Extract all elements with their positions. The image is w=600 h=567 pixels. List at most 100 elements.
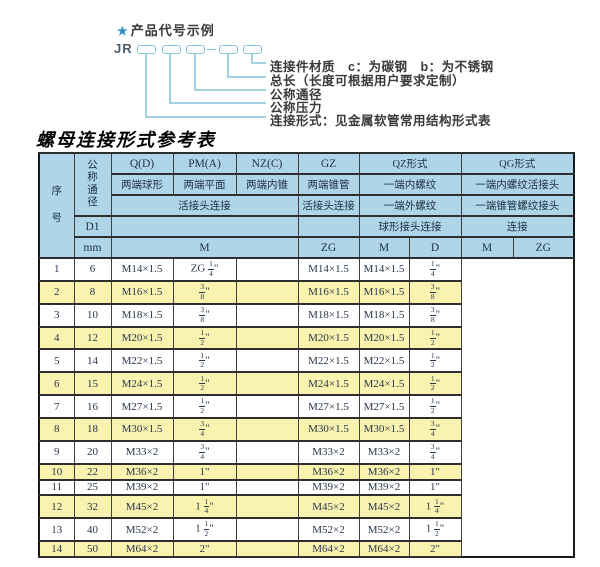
cell-dn: 25 [73,478,112,497]
header-dn: 公称通径 [73,152,112,217]
table-row: 3 10 M18×1.5 3 8 " M18×1.5 M18×1.5 3 8 " [38,302,574,328]
cell-qg-m: M18×1.5 [358,302,410,328]
cell-m: M52×2 [110,517,174,543]
table-row: 13 40 M52×2 1 1 2 " M52×2 M52×2 1 1 2 " [38,517,574,543]
header-qz-d-unit: D [408,236,462,259]
cell-qz-d: M18×1.5 [297,302,360,328]
header-gz-connection: 活接头连接 [297,194,360,217]
header-empty-left [110,215,299,238]
cell-seq: 7 [38,394,75,420]
cell-qg-m: M24×1.5 [358,371,410,397]
cell-gz: 3 4 " [172,439,237,465]
cell-dn: 40 [73,517,112,543]
cell-seq: 12 [38,494,75,520]
table-row: 9 20 M33×2 3 4 " M33×2 M33×2 3 4 " [38,439,574,465]
cell-seq: 1 [38,257,75,282]
header-pm-ends: 两端平面 [172,173,237,196]
cell-qz-m [235,417,299,442]
star-icon: ★ [117,24,129,38]
cell-qz-d: M64×2 [297,540,360,558]
cell-dn: 22 [73,462,112,481]
table-row: 10 22 M36×2 1" M36×2 M36×2 1" [38,462,574,481]
cell-m: M30×1.5 [110,417,174,442]
code-prefix: JR [114,41,133,56]
cell-m: M16×1.5 [110,279,174,305]
table-row: 6 15 M24×1.5 1 2 " M24×1.5 M24×1.5 1 2 " [38,371,574,397]
cell-qz-m [235,478,299,497]
header-pm-code: PM(A) [172,152,237,175]
cell-qz-m [235,494,299,520]
cell-qz-d: M24×1.5 [297,371,360,397]
cell-qg-m: M45×2 [358,494,410,520]
cell-gz: 1 2 " [172,348,237,374]
header-q-ends: 两端球形 [110,173,174,196]
cell-qg-zg: 1 4 " [408,257,462,282]
cell-qg-zg: 1 2 " [408,394,462,420]
code-box-4 [219,45,238,54]
table-row: 12 32 M45×2 1 1 4 " M45×2 M45×2 1 1 4 " [38,494,574,520]
cell-m: M14×1.5 [110,257,174,282]
cell-qz-d: M30×1.5 [297,417,360,442]
code-box-1 [137,45,156,54]
header-q-code: Q(D) [110,152,174,175]
cell-qg-zg: 3 8 " [408,302,462,328]
cell-dn: 15 [73,371,112,397]
cell-seq: 6 [38,371,75,397]
header-m-unit: M [110,236,299,259]
cell-qz-d: M22×1.5 [297,348,360,374]
cell-seq: 14 [38,540,75,558]
header-qz-code: QZ形式 [358,152,462,175]
header-qg-connection: 一端锥管螺纹接头 [460,194,575,217]
cell-qg-zg: 1" [408,478,462,497]
cell-qz-d: M27×1.5 [297,394,360,420]
header-qg-join: 连接 [460,215,575,238]
code-box-3 [186,45,205,54]
cell-seq: 5 [38,348,75,374]
header-nz-code: NZ(C) [235,152,299,175]
cell-qz-d: M33×2 [297,439,360,465]
header-qz-join: 球形接头连接 [358,215,462,238]
header-qz-connection: 一端外螺纹 [358,194,462,217]
cell-qg-m: M20×1.5 [358,325,410,351]
cell-gz: 1" [172,462,237,481]
cell-gz: 3 8 " [172,279,237,305]
cell-m: M27×1.5 [110,394,174,420]
cell-m: M45×2 [110,494,174,520]
cell-dn: 10 [73,302,112,328]
cell-m: M18×1.5 [110,302,174,328]
cell-qz-m [235,394,299,420]
code-label-pressure: 公称压力 [270,101,323,115]
cell-qz-m [235,517,299,543]
cell-qz-d: M36×2 [297,462,360,481]
cell-gz: 1 2 " [172,325,237,351]
table-row: 8 18 M30×1.5 3 4 " M30×1.5 M30×1.5 3 4 " [38,417,574,442]
header-mm: mm [73,236,112,259]
cell-gz: 3 4 " [172,417,237,442]
code-label-connection: 连接形式：见金属软管常用结构形式表 [270,114,492,128]
cell-m: M64×2 [110,540,174,558]
cell-gz: 1 1 4 " [172,494,237,520]
cell-qg-zg: 1 2 " [408,325,462,351]
cell-m: M24×1.5 [110,371,174,397]
cell-qz-m [235,279,299,305]
cell-qz-d: M52×2 [297,517,360,543]
cell-qz-d: M39×2 [297,478,360,497]
cell-dn: 12 [73,325,112,351]
cell-qz-m [235,257,299,282]
table-row: 4 12 M20×1.5 1 2 " M20×1.5 M20×1.5 1 2 " [38,325,574,351]
cell-seq: 8 [38,417,75,442]
table-header: 序号 公称通径 Q(D) PM(A) NZ(C) GZ QZ形式 QG形式 两端… [38,152,575,259]
cell-qz-d: M20×1.5 [297,325,360,351]
table-row: 2 8 M16×1.5 3 8 " M16×1.5 M16×1.5 3 8 " [38,279,574,305]
